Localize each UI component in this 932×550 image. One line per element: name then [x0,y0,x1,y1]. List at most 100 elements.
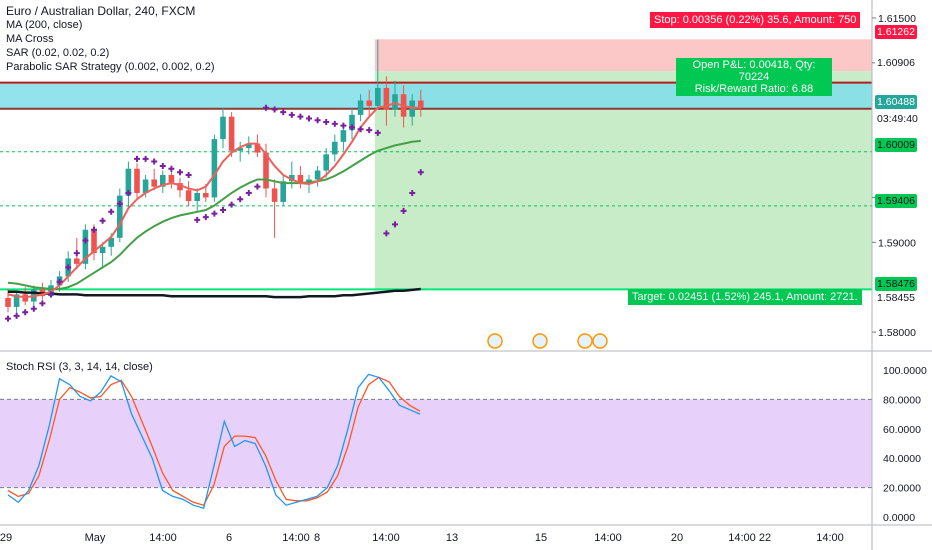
price-tick-label: 1.61500 [878,13,916,25]
sar-point [417,169,424,176]
price-pane[interactable] [0,39,872,349]
risk-reward-label: Risk/Reward Ratio: 6.88 [694,83,814,95]
rsi-tick-label: 20.0000 [883,483,921,495]
candle-body [349,114,355,131]
time-tick-label: 8 [314,532,320,544]
event-marker-circle [532,333,548,349]
sar-point [220,207,226,213]
candle-body [383,87,390,110]
candle-body [108,237,114,247]
sar-point [254,183,261,190]
sar-point [82,237,89,244]
rsi-tick-label: 80.0000 [883,394,921,406]
sar-point [383,230,390,237]
stoch-d-line [7,376,421,506]
event-marker-icon [577,333,593,349]
sar-point [159,163,166,170]
sar-point [297,113,304,120]
candle-body [289,175,295,182]
candle-body [228,116,235,151]
sar-point [108,208,115,215]
sar-point [288,111,295,118]
price-tag: 1.58476 [875,277,917,291]
sar-point [306,115,312,122]
stoch-rsi-pane[interactable] [0,373,872,510]
sar-point [48,291,54,298]
time-tick-label: 14:00 [282,532,310,544]
price-tag: 1.58455 [875,291,917,305]
sar-point [331,120,338,127]
symbol-title: Euro / Australian Dollar, 240, FXCM [6,4,196,18]
sar-point [22,309,29,316]
event-marker-circle [487,333,503,349]
price-tag: 1.60009 [875,138,917,152]
candle-body [203,192,209,198]
time-tick-label: 29 [0,532,12,544]
indicator-ma-cross-label[interactable]: MA Cross [6,33,54,45]
candle-body [74,258,80,264]
open-pnl-box[interactable]: Open P&L: 0.00418, Qty: 70224 Risk/Rewar… [676,58,832,96]
sar-point [392,221,398,228]
candle-body [375,87,381,106]
candle-body [418,100,424,108]
sar-point [340,122,347,129]
sar-point [142,155,149,162]
sar-point [211,210,218,217]
sar-point [177,169,183,176]
sar-point [263,104,269,111]
candle-body [185,190,192,202]
rsi-tick-label: 40.0000 [883,453,921,465]
price-tag: 1.60488 [875,95,917,109]
indicator-stoch-rsi-label[interactable]: Stoch RSI (3, 3, 14, 14, close) [6,361,153,373]
sar-point [168,165,175,172]
rsi-tick-label: 100.0000 [883,365,927,377]
time-tick-label: 15 [535,532,547,544]
sar-point [13,312,20,319]
indicator-sar-label[interactable]: SAR (0.02, 0.02, 0.2) [6,47,110,59]
candle-body [142,179,149,193]
indicator-sar-strategy-label[interactable]: Parabolic SAR Strategy (0.002, 0.002, 0.… [6,61,215,73]
sar-point [73,250,80,257]
sar-point [39,300,46,307]
time-tick-label: 22 [759,532,771,544]
time-tick-label: 14:00 [149,532,177,544]
open-pnl-label: Open P&L: 0.00418, Qty: 70224 [692,59,816,83]
sar-point [374,129,381,136]
event-marker-icon [592,333,608,349]
sar-point [237,196,244,203]
event-marker-circle [592,333,608,349]
time-tick-label: 14:00 [372,532,400,544]
indicator-ma200-label[interactable]: MA (200, close) [6,19,83,31]
candle-body [280,181,286,202]
sar-point [409,189,416,196]
candle-body [117,195,123,238]
candle-body [340,130,347,142]
time-tick-label: 14:00 [594,532,622,544]
candle-body [125,168,132,196]
candle-body [177,183,183,191]
sar-point [30,305,37,312]
target-label: Target: 0.02451 (1.52%) 245.1, Amount: 2… [628,289,862,305]
candle-body [220,116,226,140]
time-tick-label: 13 [446,532,458,544]
time-tick-label: May [85,532,106,544]
sar-point [349,124,355,131]
stoch-k-line [7,373,421,510]
candle-body [366,100,372,106]
candle-body [271,188,278,202]
candle-body [99,246,106,254]
sar-point [125,189,132,196]
sar-point [228,201,235,208]
price-tag: 1.60906 [875,56,917,70]
event-marker-icon [487,333,503,349]
sar-point [280,109,287,116]
candle-body [194,192,200,202]
candle-body [91,229,97,254]
candle-body [246,143,252,149]
candle-body [211,139,218,198]
candle-body [332,141,338,155]
candle-body [5,297,11,307]
candle-body [392,94,398,110]
time-tick-label: 14:00 [816,532,844,544]
